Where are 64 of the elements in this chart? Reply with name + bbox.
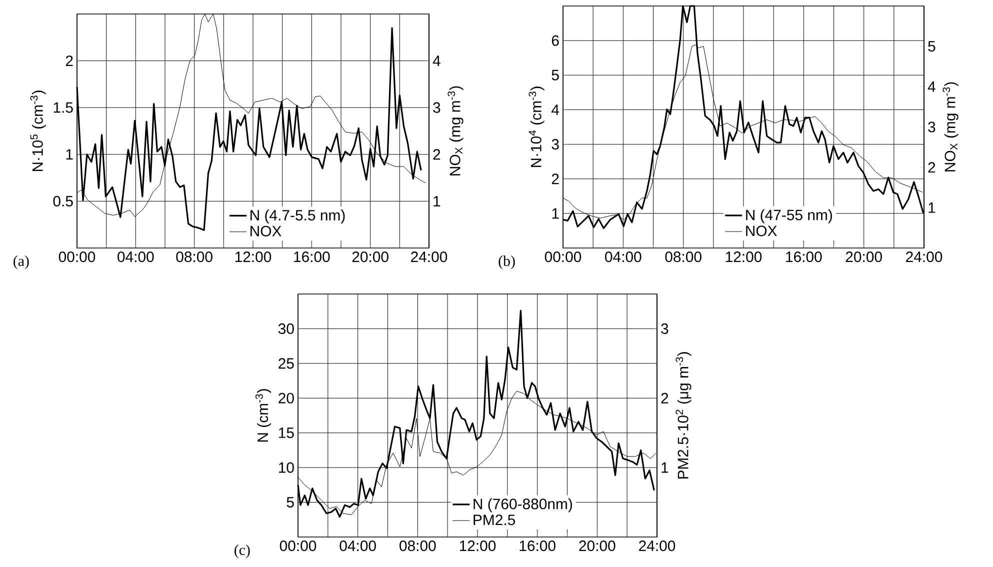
y-tick-label: 3 bbox=[552, 138, 559, 150]
x-tick-label: 16:00 bbox=[520, 540, 556, 552]
x-tick-label: 08:00 bbox=[400, 540, 436, 552]
y2-tick-label: 1 bbox=[434, 196, 440, 206]
x-tick-label: 20:00 bbox=[352, 252, 388, 262]
y2-tick-label: 3 bbox=[661, 323, 668, 334]
x-tick-label: 20:00 bbox=[579, 540, 616, 552]
x-tick-label: 04:00 bbox=[118, 252, 154, 262]
y2-tick-label: 3 bbox=[433, 102, 440, 113]
text: (b) bbox=[498, 256, 515, 270]
legend-label: NOX bbox=[250, 226, 282, 236]
y-tick-label: 2 bbox=[66, 56, 73, 66]
x-tick-label: 16:00 bbox=[786, 252, 822, 262]
y-tick-label: 30 bbox=[278, 323, 294, 334]
x-tick-label: 00:00 bbox=[280, 540, 316, 552]
x-tick-label: 24:00 bbox=[639, 540, 676, 552]
y-tick-label: 15 bbox=[279, 428, 294, 438]
y-tick-label: 1 bbox=[66, 149, 73, 160]
y2-tick-label: 2 bbox=[433, 149, 440, 160]
x-tick-label: 12:00 bbox=[235, 252, 272, 262]
x-tick-label: 08:00 bbox=[665, 252, 702, 262]
y2-tick-label: 5 bbox=[928, 41, 936, 52]
y-tick-label: 2 bbox=[552, 174, 559, 184]
x-tick-label: 04:00 bbox=[340, 540, 376, 552]
y-tick-label: 0.5 bbox=[53, 196, 73, 206]
y2-tick-label: 2 bbox=[928, 162, 936, 173]
y-axis-title: N·10$^{5}$ (cm$^{-3}$) bbox=[30, 90, 46, 172]
y2-axis-title: NO$_{X}$ (mg m$^{-3}$) bbox=[448, 86, 464, 176]
legend-label: N (760-880nm) bbox=[474, 498, 572, 512]
y-tick-label: 25 bbox=[278, 358, 294, 369]
x-tick-label: 16:00 bbox=[294, 252, 330, 262]
y-axis-title: N (cm$^{-3}$) bbox=[255, 389, 272, 442]
y-tick-label: 1.5 bbox=[54, 102, 73, 113]
y2-tick-label: 4 bbox=[928, 82, 936, 92]
x-tick-label: 00:00 bbox=[58, 252, 96, 262]
x-tick-label: 12:00 bbox=[726, 252, 762, 262]
y-axis-title: N·10$^{4}$ (cm$^{-3}$) bbox=[528, 86, 544, 168]
legend-label: N (47-55 nm) bbox=[746, 209, 832, 224]
text: (c) bbox=[234, 544, 250, 558]
y-tick-label: 10 bbox=[279, 462, 294, 473]
legend-label: NOX bbox=[746, 226, 777, 236]
x-tick-label: 24:00 bbox=[906, 252, 942, 262]
x-tick-label: 08:00 bbox=[176, 252, 212, 262]
y2-axis-title: NO$_{X}$ (mg m$^{-3}$) bbox=[942, 82, 958, 172]
text: (a) bbox=[14, 256, 29, 270]
y2-tick-label: 2 bbox=[661, 392, 668, 404]
x-tick-label: 12:00 bbox=[460, 540, 496, 552]
y-tick-label: 5 bbox=[286, 497, 294, 508]
legend-label: N (4.7-5.5 nm) bbox=[250, 210, 345, 224]
y2-tick-label: 3 bbox=[928, 122, 936, 132]
y2-tick-label: 4 bbox=[432, 56, 440, 66]
y-tick-label: 6 bbox=[552, 35, 559, 46]
y-tick-label: 20 bbox=[278, 392, 294, 404]
y2-tick-label: 1 bbox=[928, 202, 936, 213]
x-tick-label: 24:00 bbox=[411, 252, 448, 262]
y-tick-label: 5 bbox=[552, 70, 559, 80]
x-tick-label: 20:00 bbox=[846, 252, 882, 262]
legend-label: PM2.5 bbox=[474, 514, 516, 526]
y-tick-label: 1 bbox=[552, 208, 559, 219]
y2-axis-title: PM2.5·10$^{2}$ (μg m$^{-3}$) bbox=[676, 352, 692, 479]
y2-tick-label: 1 bbox=[662, 462, 668, 473]
x-tick-label: 04:00 bbox=[605, 252, 642, 262]
x-tick-label: 00:00 bbox=[544, 252, 582, 262]
y-tick-label: 4 bbox=[552, 104, 560, 115]
